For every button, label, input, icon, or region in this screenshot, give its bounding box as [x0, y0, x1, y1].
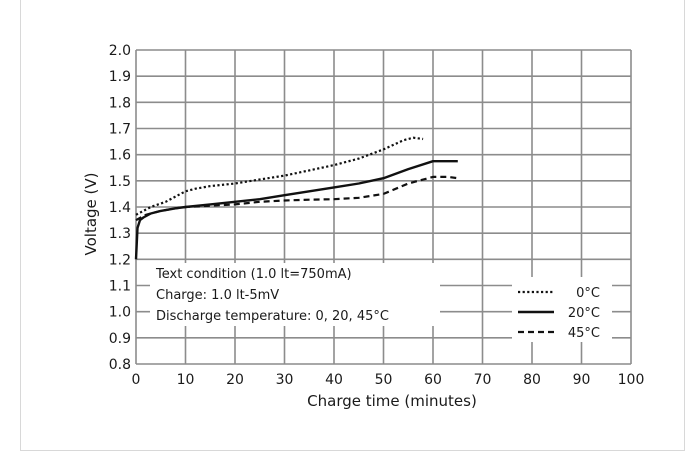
series-lines [134, 136, 458, 260]
y-tick-label: 1.9 [109, 69, 131, 85]
tick-labels: 0.8 0.9 1.0 1.1 1.2 1.3 1.4 1.5 1.6 1.7 1.8 1.9 2.0 0… [109, 43, 645, 388]
y-tick-label: 1.7 [109, 122, 131, 138]
y-axis-label: Voltage (V) [82, 173, 100, 256]
x-tick-label: 30 [276, 372, 294, 388]
legend: 0°C 20°C 45°C [512, 277, 612, 342]
annotation-line-2: Charge: 1.0 lt-5mV [156, 288, 279, 303]
series-line-2 [135, 175, 458, 222]
series-line-1 [134, 159, 458, 260]
y-tick-label: 1.0 [109, 305, 131, 321]
series-line-0 [135, 136, 424, 216]
annotation-line-1: Text condition (1.0 lt=750mA) [155, 267, 352, 282]
y-tick-label: 1.4 [109, 200, 131, 216]
y-tick-label: 1.1 [109, 279, 131, 295]
x-tick-label: 100 [618, 372, 645, 388]
legend-label-1: 20°C [568, 306, 600, 321]
y-tick-label: 1.6 [109, 148, 131, 164]
annotation-line-3: Discharge temperature: 0, 20, 45°C [156, 309, 389, 324]
annotation-box: Text condition (1.0 lt=750mA) Charge: 1.… [150, 263, 440, 326]
y-tick-label: 0.9 [109, 331, 131, 347]
x-tick-label: 0 [132, 372, 141, 388]
x-axis-label: Charge time (minutes) [307, 392, 477, 410]
x-tick-label: 70 [474, 372, 492, 388]
legend-label-0: 0°C [576, 286, 600, 301]
grid [135, 49, 632, 365]
y-tick-label: 2.0 [109, 43, 131, 59]
x-tick-label: 10 [177, 372, 195, 388]
y-tick-label: 1.3 [109, 226, 131, 242]
x-tick-label: 60 [424, 372, 442, 388]
y-tick-label: 1.8 [109, 95, 131, 111]
y-tick-label: 1.2 [109, 252, 131, 268]
legend-label-2: 45°C [568, 326, 600, 341]
x-tick-label: 40 [325, 372, 343, 388]
y-tick-label: 0.8 [109, 357, 131, 373]
x-tick-label: 90 [573, 372, 591, 388]
x-tick-label: 50 [375, 372, 393, 388]
x-tick-label: 20 [226, 372, 244, 388]
chart-frame [20, 0, 685, 451]
x-tick-label: 80 [523, 372, 541, 388]
y-tick-label: 1.5 [109, 174, 131, 190]
